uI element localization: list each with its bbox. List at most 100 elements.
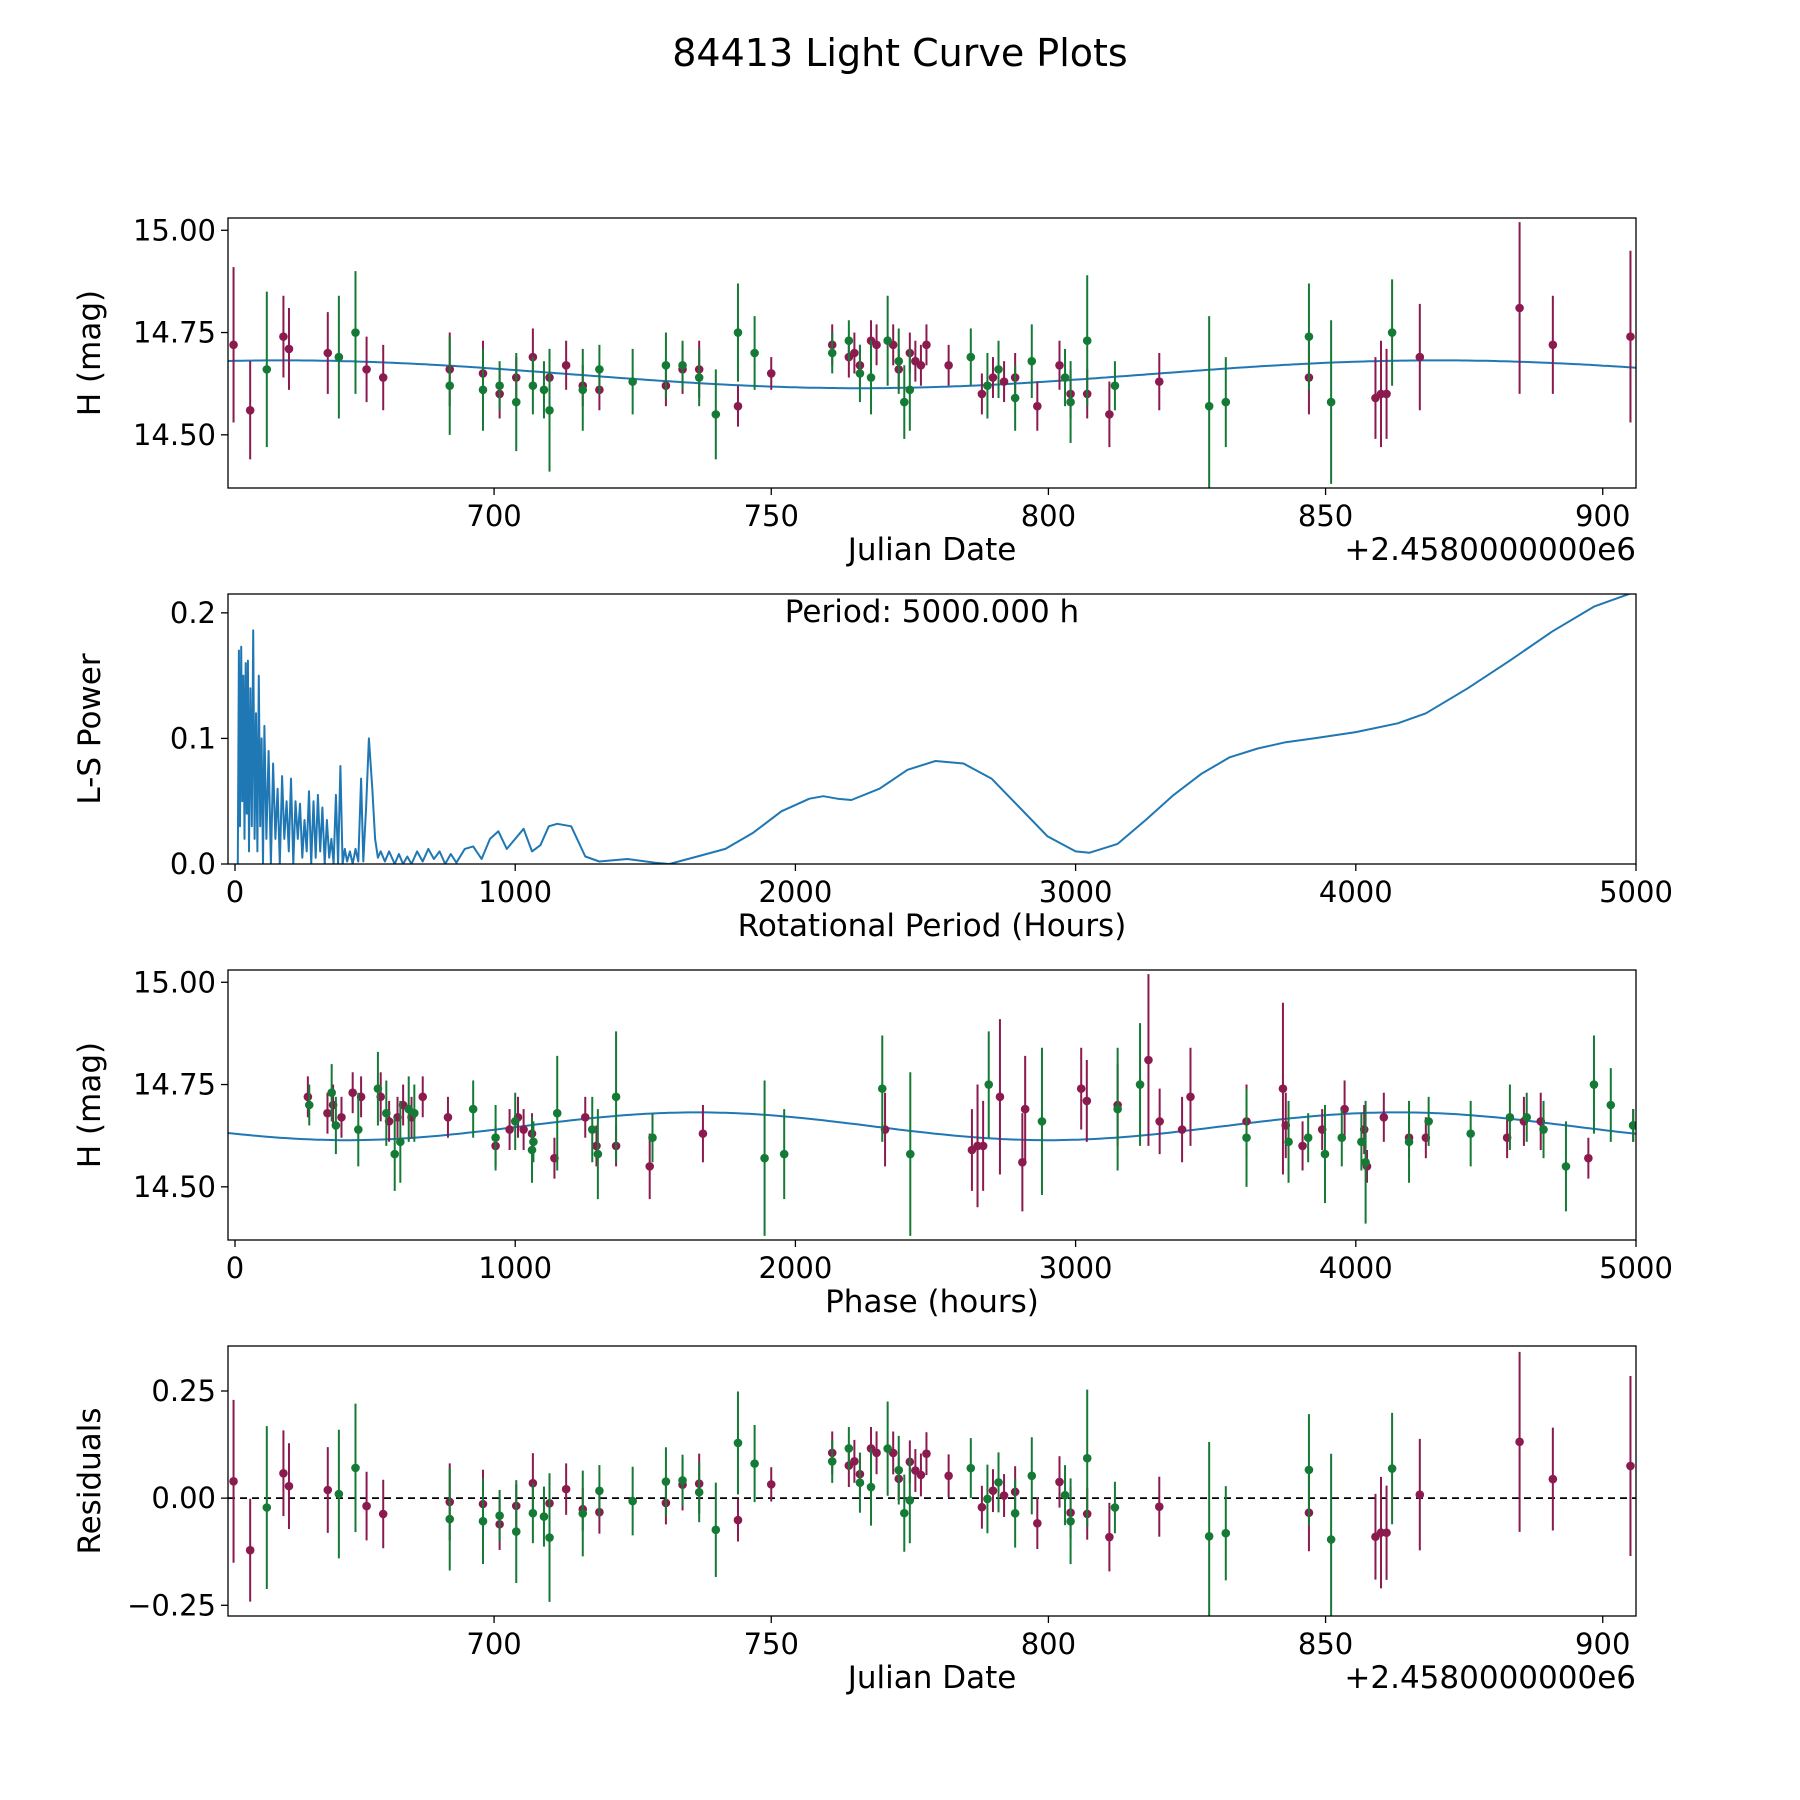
lightcurve-point: [1027, 324, 1037, 398]
phased-ytick-label: 14.75: [133, 1068, 216, 1102]
phased-marker: [1278, 1084, 1288, 1093]
phased-point: [396, 1100, 405, 1183]
lightcurve-marker: [1515, 303, 1524, 313]
lightcurve-marker: [1626, 332, 1635, 341]
lightcurve-marker: [284, 344, 294, 354]
residuals-point: [1204, 1442, 1214, 1616]
residuals-xtick-label: 850: [1298, 1627, 1353, 1661]
lightcurve-marker: [1382, 389, 1391, 399]
residuals-point: [1060, 1465, 1070, 1526]
lightcurve-marker: [545, 405, 554, 415]
phased-point: [978, 1100, 988, 1191]
lightcurve-frame: [227, 217, 1637, 489]
phased-marker: [1082, 1096, 1092, 1106]
phased-marker: [1522, 1112, 1532, 1122]
lightcurve-point: [827, 332, 837, 374]
phased-marker: [1242, 1133, 1251, 1143]
phased-point: [327, 1064, 336, 1122]
residuals-point: [1010, 1479, 1020, 1548]
residuals-xtick-label: 750: [744, 1627, 799, 1661]
lightcurve-marker: [678, 360, 687, 370]
lightcurve-marker: [883, 336, 892, 346]
residuals-marker: [922, 1449, 931, 1458]
phased-point: [1020, 1055, 1030, 1163]
residuals-point: [994, 1452, 1003, 1513]
phased-marker: [1303, 1133, 1313, 1143]
lightcurve-marker: [1066, 397, 1075, 407]
residuals-marker: [894, 1465, 904, 1475]
residuals-point: [545, 1473, 554, 1602]
lightcurve-point: [999, 361, 1009, 403]
phased-point: [510, 1092, 520, 1150]
phased-marker: [1020, 1104, 1030, 1114]
phased-marker: [978, 1141, 988, 1151]
lightcurve-point: [1154, 353, 1164, 411]
residuals-marker: [661, 1477, 671, 1486]
phased-marker: [1379, 1112, 1389, 1122]
phased-point: [760, 1080, 769, 1236]
phased-points-layer: [303, 974, 1636, 1236]
residuals-point: [866, 1448, 876, 1526]
lightcurve-point: [883, 295, 892, 386]
residuals-marker: [362, 1501, 371, 1511]
phased-xtick-label: 5000: [1599, 1251, 1673, 1285]
residuals-marker: [750, 1459, 759, 1468]
lightcurve-xlabel: Julian Date: [846, 532, 1017, 568]
lightcurve-point: [994, 340, 1003, 398]
periodogram-annotation: Period: 5000.000 h: [785, 594, 1079, 630]
residuals-marker: [733, 1438, 743, 1448]
residuals-marker: [279, 1468, 288, 1478]
lightcurve-marker: [334, 352, 344, 362]
residuals-point: [899, 1474, 909, 1552]
phased-point: [1589, 1035, 1599, 1134]
lightcurve-marker: [872, 340, 881, 350]
residuals-marker: [1415, 1490, 1425, 1499]
lightcurve-point: [1626, 250, 1635, 423]
lightcurve-marker: [511, 397, 521, 407]
periodogram-xtick-label: 3000: [1039, 875, 1113, 909]
residuals-point: [351, 1403, 360, 1533]
lightcurve-point: [628, 348, 637, 415]
residuals-marker: [711, 1525, 721, 1535]
phased-point: [1113, 1047, 1122, 1171]
lightcurve-marker: [733, 401, 743, 411]
lightcurve-point: [511, 353, 521, 452]
residuals-marker: [1326, 1535, 1336, 1544]
phased-point: [418, 1076, 428, 1118]
lightcurve-marker: [628, 377, 637, 386]
phased-point: [323, 1092, 332, 1134]
residuals-marker: [323, 1485, 333, 1495]
phased-point: [390, 1117, 400, 1191]
lightcurve-marker: [1105, 410, 1114, 419]
lightcurve-marker: [1304, 332, 1314, 341]
phased-point: [593, 1109, 603, 1200]
residuals-marker: [855, 1478, 865, 1488]
residuals-point: [999, 1474, 1009, 1517]
phased-point: [1076, 1047, 1086, 1130]
phased-marker: [1539, 1125, 1548, 1134]
residuals-point: [661, 1447, 671, 1516]
lightcurve-point: [850, 332, 859, 374]
residuals-point: [855, 1452, 865, 1513]
phased-marker: [1076, 1084, 1086, 1093]
lightcurve-point: [750, 316, 759, 390]
lightcurve-marker: [378, 373, 388, 382]
residuals-point: [711, 1482, 721, 1577]
phased-marker: [468, 1104, 478, 1114]
residuals-marker: [245, 1545, 255, 1555]
residuals-marker: [678, 1476, 687, 1485]
phased-point: [331, 1096, 341, 1155]
phased-marker: [331, 1121, 341, 1130]
lightcurve-marker: [262, 365, 272, 374]
phased-marker: [611, 1092, 621, 1102]
phased-marker: [1037, 1117, 1047, 1126]
residuals-marker: [1515, 1437, 1524, 1447]
residuals-marker: [899, 1508, 909, 1518]
lightcurve-marker: [1060, 373, 1070, 382]
periodogram-xtick-label: 4000: [1319, 875, 1393, 909]
phased-marker: [1135, 1080, 1145, 1089]
lightcurve-point: [378, 344, 388, 411]
residuals-marker: [988, 1486, 998, 1495]
lightcurve-point: [1387, 279, 1397, 386]
residuals-point: [1154, 1476, 1164, 1537]
